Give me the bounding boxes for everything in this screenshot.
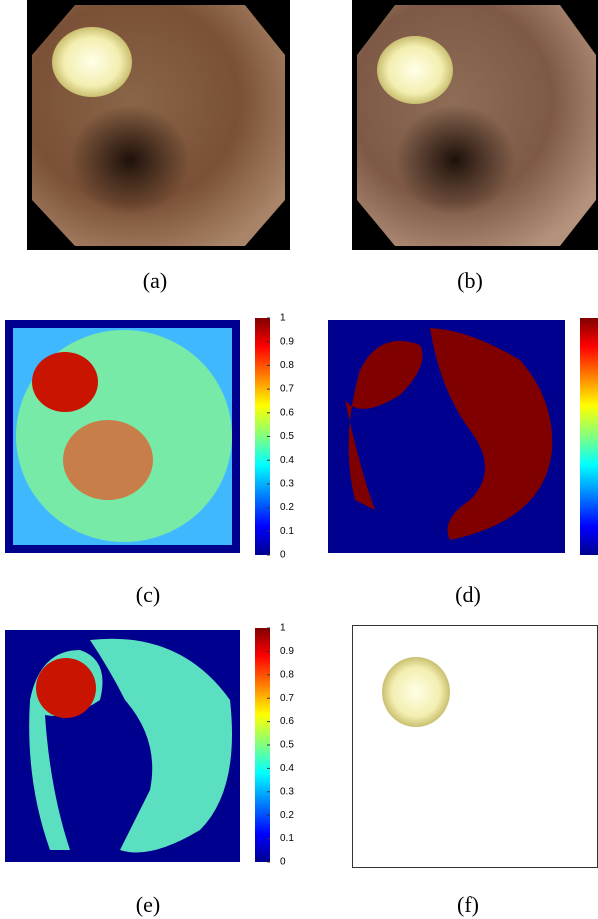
colorbar (580, 318, 598, 555)
page: (a) (b) (c) (d) (e) (f) 1 0.9 0.8 0.7 0.6 0.5 0.4 0.3… (0, 0, 598, 919)
tick-label: 0.8 (280, 360, 294, 371)
tick-label: 0.3 (280, 479, 294, 490)
tick-label: 0.6 (280, 716, 294, 727)
tick-label: 0.1 (280, 833, 294, 844)
tick-label: 0 (280, 857, 286, 868)
tick-label: 1 (280, 313, 286, 324)
detected-region (353, 626, 598, 868)
tick-label: 0.2 (280, 502, 294, 513)
tick-label: 0.6 (280, 407, 294, 418)
tick-label: 0.7 (280, 693, 294, 704)
tick-label: 0.1 (280, 526, 294, 537)
tick-label: 0.3 (280, 786, 294, 797)
panel-label: (f) (457, 892, 479, 917)
figure: (a) (b) (c) (d) (e) (f) 1 0.9 0.8 0.7 0.6 0.5 0.4 0.3… (0, 0, 598, 919)
tick-label: 0.5 (280, 431, 294, 442)
tick-label: 0.4 (280, 455, 294, 466)
segmentation-map (328, 320, 565, 553)
tick-label: 0.8 (280, 669, 294, 680)
tick-label: 0.5 (280, 740, 294, 751)
enhanced-image (352, 0, 598, 250)
masked-probability-map (5, 630, 240, 862)
tick-label: 0.4 (280, 763, 294, 774)
tick-label: 0.9 (280, 646, 294, 657)
panel-label: (a) (143, 268, 167, 293)
endoscopy-image (27, 0, 290, 250)
tick-label: 0.9 (280, 336, 294, 347)
tick-label: 1 (280, 623, 286, 634)
panel-label: (e) (136, 892, 160, 917)
panel-label: (b) (457, 268, 483, 293)
probability-map (5, 320, 240, 553)
tick-label: 0 (280, 550, 286, 561)
tick-label: 0.7 (280, 384, 294, 395)
panel-label: (d) (455, 582, 481, 607)
tick-label: 0.2 (280, 810, 294, 821)
panel-label: (c) (136, 582, 160, 607)
